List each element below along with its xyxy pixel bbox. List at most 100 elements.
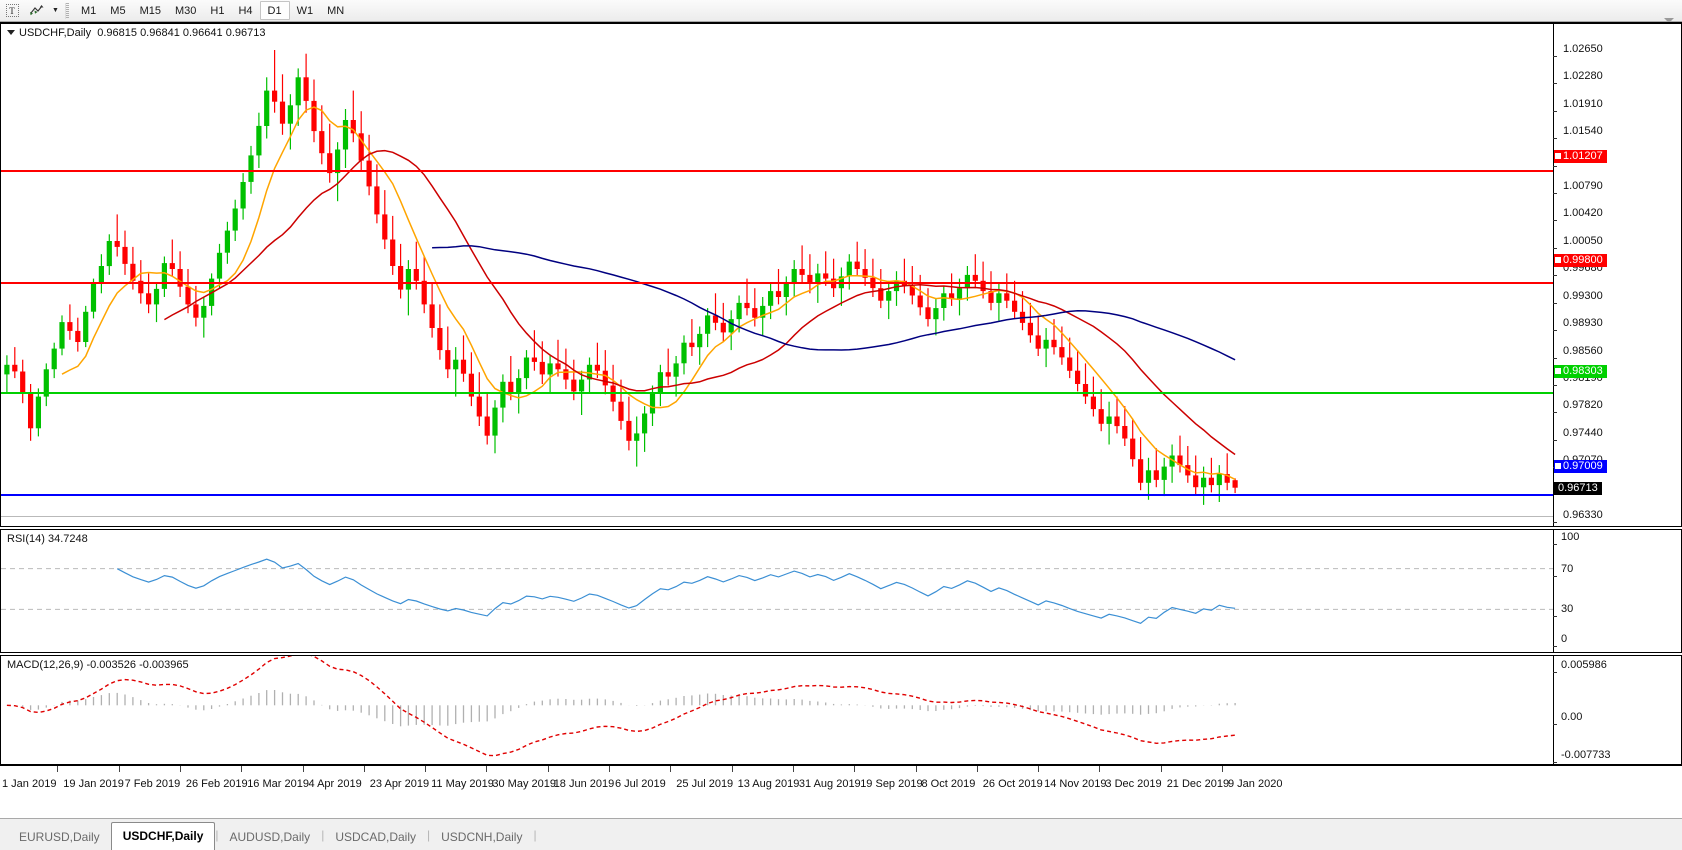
- time-label: 13 Aug 2019: [731, 766, 800, 790]
- tab-separator: |: [215, 828, 219, 842]
- timeframe-m5[interactable]: M5: [110, 4, 126, 17]
- timeframe-m1[interactable]: M1: [81, 4, 97, 17]
- chip-value: 0.96713: [1558, 481, 1598, 494]
- chart-tab-eurusd[interactable]: EURUSD,Daily: [19, 830, 100, 844]
- price-tick: 0.98560: [1553, 345, 1603, 364]
- timeframe-h1[interactable]: H1: [210, 4, 225, 17]
- time-label: 8 Oct 2019: [915, 766, 976, 790]
- last-price-line: [1, 516, 1553, 517]
- timeframe-h4[interactable]: H4: [238, 4, 253, 17]
- collapse-icon[interactable]: [7, 30, 15, 35]
- text-icon: T: [5, 4, 19, 17]
- tab-separator: |: [321, 828, 325, 842]
- chart-window[interactable]: USDCHF,Daily 0.96815 0.96841 0.96641 0.9…: [0, 22, 1682, 818]
- rsi-tick: 0: [1553, 633, 1567, 652]
- rsi-tick: 100: [1553, 531, 1579, 550]
- toolbar-overflow-icon[interactable]: [1664, 18, 1674, 23]
- time-axis[interactable]: 1 Jan 2019 19 Jan 2019 7 Feb 2019 26 Feb 20…: [0, 765, 1682, 799]
- chevron-down-icon: ▼: [52, 7, 59, 14]
- time-label: 23 Apr 2019: [363, 766, 430, 790]
- main-toolbar: T ▼ M1 M5 M15 M30 H1 H4 D1 W1 MN: [0, 0, 1682, 23]
- time-label: 16 Mar 2019: [241, 766, 309, 790]
- symbol-label: USDCHF,Daily: [19, 27, 92, 39]
- chart-tab-usdcad[interactable]: USDCAD,Daily: [335, 830, 416, 844]
- time-label: 18 Jun 2019: [547, 766, 615, 790]
- rsi-plot[interactable]: [1, 530, 1553, 652]
- price-tick: 0.98190: [1553, 372, 1603, 391]
- chip-value: 0.97009: [1563, 459, 1603, 472]
- macd-label: MACD(12,26,9) -0.003526 -0.003965: [7, 659, 189, 671]
- time-label: 1 Jan 2019: [2, 778, 57, 790]
- time-label: 7 Feb 2019: [118, 766, 181, 790]
- time-label: 6 Jul 2019: [609, 766, 666, 790]
- timeframe-d1[interactable]: D1: [259, 1, 290, 20]
- price-level-chip-last-price[interactable]: 0.96713: [1554, 481, 1602, 495]
- macd-pane[interactable]: MACD(12,26,9) -0.003526 -0.003965 0.0059…: [0, 655, 1682, 765]
- price-level-chip-level[interactable]: 0.97009: [1554, 459, 1607, 473]
- timeframe-m30[interactable]: M30: [174, 4, 197, 17]
- rsi-tick: 70: [1553, 563, 1573, 582]
- price-tick: 1.00790: [1553, 180, 1603, 199]
- chip-value: 0.98303: [1563, 364, 1603, 377]
- time-label: 19 Jan 2019: [57, 766, 124, 790]
- time-label: 9 Jan 2020: [1221, 766, 1283, 790]
- objects-dropdown-button[interactable]: ▼: [48, 1, 62, 21]
- rsi-label: RSI(14) 34.7248: [7, 533, 88, 545]
- timeframe-group: M1 M5 M15 M30 H1 H4 D1 W1 MN: [74, 1, 351, 21]
- resistance-line-2[interactable]: [1, 282, 1553, 284]
- ohlc-values: 0.96815 0.96841 0.96641 0.96713: [97, 27, 266, 39]
- chip-value: 1.01207: [1563, 150, 1603, 163]
- time-label: 30 May 2019: [486, 766, 556, 790]
- resistance-line-1[interactable]: [1, 170, 1553, 172]
- support-line[interactable]: [1, 392, 1553, 394]
- objects-button[interactable]: [24, 1, 48, 21]
- text-tool-button[interactable]: T: [0, 1, 24, 21]
- time-label: 25 Jul 2019: [670, 766, 734, 790]
- price-tick: 1.02650: [1553, 43, 1603, 62]
- candlestick-series: [4, 50, 1238, 505]
- time-label: 31 Aug 2019: [792, 766, 861, 790]
- macd-tick: 0.00: [1553, 711, 1582, 730]
- time-label: 19 Sep 2019: [854, 766, 923, 790]
- price-scale[interactable]: 1.026501.022801.019101.015401.011601.007…: [1553, 24, 1681, 526]
- toolbar-grip[interactable]: [65, 2, 69, 19]
- symbol-header[interactable]: USDCHF,Daily 0.96815 0.96841 0.96641 0.9…: [7, 27, 265, 39]
- price-tick: 0.97440: [1553, 427, 1603, 446]
- objects-icon: [29, 5, 43, 16]
- price-tick: 0.98930: [1553, 317, 1603, 336]
- price-pane[interactable]: USDCHF,Daily 0.96815 0.96841 0.96641 0.9…: [0, 23, 1682, 527]
- tab-separator: |: [533, 828, 537, 842]
- rsi-pane[interactable]: RSI(14) 34.7248 100 70 30 0: [0, 529, 1682, 653]
- price-tick: 1.01540: [1553, 125, 1603, 144]
- time-label: 26 Oct 2019: [976, 766, 1043, 790]
- rsi-scale[interactable]: 100 70 30 0: [1553, 530, 1681, 652]
- rsi-axis-line: [1553, 530, 1554, 652]
- level-line-blue[interactable]: [1, 494, 1553, 496]
- time-label: 26 Feb 2019: [179, 766, 248, 790]
- price-plot[interactable]: [1, 24, 1553, 526]
- price-level-chip-resistance[interactable]: 1.01207: [1554, 150, 1607, 164]
- price-tick: 1.01910: [1553, 98, 1603, 117]
- macd-plot[interactable]: [1, 656, 1553, 764]
- chart-tab-audusd[interactable]: AUDUSD,Daily: [229, 830, 311, 844]
- chart-tab-bar[interactable]: EURUSD,Daily USDCHF,Daily | AUDUSD,Daily | US…: [0, 818, 1682, 850]
- price-level-chip-resistance[interactable]: 0.99800: [1554, 254, 1607, 268]
- price-tick: 0.99680: [1553, 262, 1603, 281]
- chart-tab-usdcnh[interactable]: USDCNH,Daily: [441, 830, 523, 844]
- time-label: 14 Nov 2019: [1038, 766, 1107, 790]
- time-label: 11 May 2019: [425, 766, 494, 790]
- tab-separator: |: [427, 828, 431, 842]
- price-tick: 1.00420: [1553, 207, 1603, 226]
- timeframe-mn[interactable]: MN: [327, 4, 345, 17]
- macd-scale[interactable]: 0.005986 0.00 -0.007733: [1553, 656, 1681, 764]
- price-level-chip-support[interactable]: 0.98303: [1554, 364, 1607, 378]
- chart-tab-usdchf[interactable]: USDCHF,Daily: [110, 822, 216, 850]
- time-label: 4 Apr 2019: [302, 766, 362, 790]
- macd-tick: -0.007733: [1553, 749, 1611, 768]
- price-tick: 0.96330: [1553, 509, 1603, 528]
- timeframe-w1[interactable]: W1: [296, 4, 314, 17]
- macd-series: [6, 656, 1236, 757]
- timeframe-m15[interactable]: M15: [139, 4, 161, 17]
- rsi-tick: 30: [1553, 603, 1573, 622]
